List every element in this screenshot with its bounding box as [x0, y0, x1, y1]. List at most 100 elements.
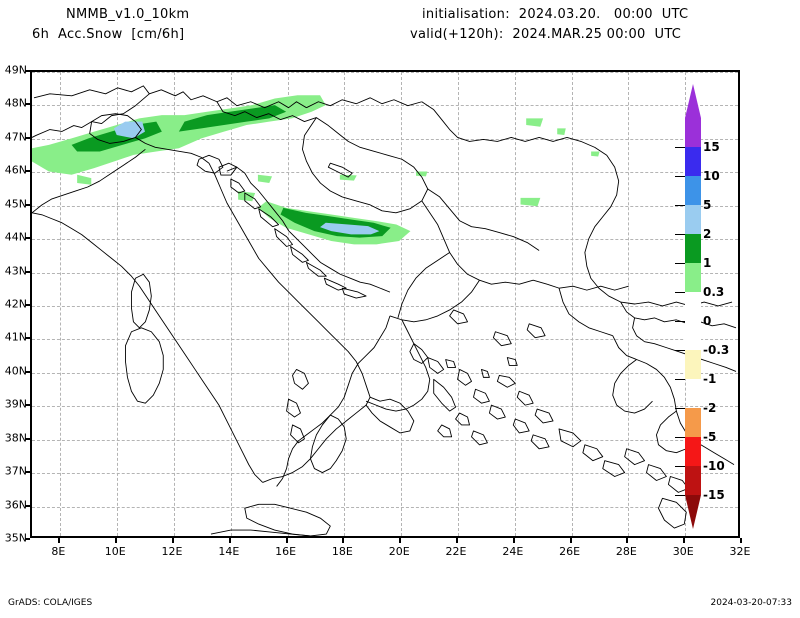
colorbar-bottom-arrow [685, 495, 701, 529]
coastline-borders-layer [32, 85, 737, 536]
y-axis-tick [25, 270, 30, 273]
y-axis-label: 42N [4, 297, 27, 311]
gridline-vertical [117, 72, 119, 536]
colorbar-label: -10 [703, 459, 725, 473]
y-axis-label: 48N [4, 96, 27, 110]
colorbar-tick [675, 234, 685, 235]
colorbar-label: -0.3 [703, 343, 730, 357]
precip-fill-speck-zagreb [257, 174, 273, 184]
colorbar-tick [675, 408, 685, 409]
colorbar-segment [685, 437, 701, 466]
field-title: 6h Acc.Snow [cm/6h] [32, 27, 185, 42]
y-axis-tick [25, 404, 30, 407]
precip-fill-speck-romania-north [526, 118, 544, 127]
gridline-horizontal [32, 205, 738, 207]
y-axis-label: 38N [4, 431, 27, 445]
gridline-vertical [287, 72, 289, 536]
colorbar-tick [675, 466, 685, 467]
x-axis-label: 28E [615, 545, 637, 558]
valid-time-text: valid(+120h): 2024.MAR.25 00:00 UTC [410, 27, 682, 42]
y-axis-label: 46N [4, 163, 27, 177]
y-axis-tick [25, 538, 30, 540]
x-axis-label: 32E [729, 545, 751, 558]
gridline-horizontal [32, 105, 738, 107]
y-axis-tick [25, 437, 30, 440]
y-axis-tick [25, 136, 30, 139]
y-axis-label: 35N [4, 531, 27, 545]
colorbar-tick [675, 350, 685, 351]
y-axis-label: 47N [4, 130, 27, 144]
x-axis-label: 24E [502, 545, 524, 558]
y-axis-label: 39N [4, 397, 27, 411]
y-axis-tick [25, 170, 30, 173]
x-axis-tick [285, 538, 288, 543]
colorbar-tick [675, 147, 685, 148]
colorbar-segment [685, 234, 701, 263]
x-axis-tick [626, 538, 629, 543]
colorbar-label: -15 [703, 488, 725, 502]
x-axis-tick [512, 538, 515, 543]
x-axis-label: 12E [161, 545, 183, 558]
gridline-horizontal [32, 138, 738, 140]
y-axis-label: 41N [4, 330, 27, 344]
initialisation-text: initialisation: 2024.03.20. 00:00 UTC [422, 7, 689, 22]
colorbar-segment [685, 379, 701, 408]
colorbar-label: 10 [703, 169, 720, 183]
colorbar-segment [685, 321, 701, 350]
colorbar-tick [675, 176, 685, 177]
colorbar-label: -1 [703, 372, 717, 386]
colorbar-label: 15 [703, 140, 720, 154]
map-canvas [32, 72, 738, 536]
colorbar-label: -2 [703, 401, 717, 415]
x-axis-tick [172, 538, 174, 543]
model-title: NMMB_v1.0_10km [66, 7, 190, 22]
gridline-horizontal [32, 506, 738, 508]
y-axis-tick [25, 370, 30, 373]
gridline-vertical [60, 72, 62, 536]
map-plot-area [30, 70, 740, 538]
gridline-horizontal [32, 339, 738, 341]
x-axis-label: 14E [218, 545, 240, 558]
precip-fill-alps-light [32, 95, 326, 175]
x-axis-label: 20E [388, 545, 410, 558]
footer-credit: GrADS: COLA/IGES [8, 598, 93, 608]
footer-timestamp: 2024-03-20-07:33 [710, 598, 793, 608]
precip-fill-speck-istria [238, 191, 256, 202]
x-axis-label: 16E [275, 545, 297, 558]
colorbar-label: 2 [703, 227, 712, 241]
precip-fill-speck-carpathians [520, 197, 541, 207]
x-axis-tick [740, 538, 742, 543]
x-axis-tick [399, 538, 402, 543]
precip-fill-speck-po [77, 174, 92, 185]
gridline-vertical [571, 72, 573, 536]
y-axis-label: 43N [4, 264, 27, 278]
x-axis-tick [115, 538, 118, 543]
colorbar-label: 0.3 [703, 285, 725, 299]
colorbar-tick [675, 292, 685, 293]
gridline-horizontal [32, 372, 738, 374]
x-axis-label: 18E [331, 545, 353, 558]
gridline-vertical [628, 72, 630, 536]
y-axis-tick [25, 471, 30, 474]
vector-lines [32, 85, 737, 536]
colorbar-tick [675, 263, 685, 264]
colorbar-segment [685, 205, 701, 234]
precip-fill-speck-banat [416, 171, 428, 177]
gridline-vertical [344, 72, 346, 536]
colorbar-segment [685, 466, 701, 495]
colorbar-top-arrow [685, 84, 701, 118]
x-axis-tick [683, 538, 686, 543]
y-axis-tick [25, 70, 30, 72]
gridline-horizontal [32, 406, 738, 408]
colorbar-tick [675, 205, 685, 206]
y-axis-label: 44N [4, 230, 27, 244]
y-axis-tick [25, 237, 30, 240]
colorbar-segment [685, 292, 701, 321]
colorbar-tick [675, 495, 685, 496]
precip-fill-alps-dark-east [178, 105, 287, 132]
y-axis-tick [25, 203, 30, 206]
colorbar-label: 5 [703, 198, 712, 212]
colorbar-tick [675, 321, 685, 322]
y-axis-label: 49N [4, 63, 27, 77]
x-axis-tick [228, 538, 231, 543]
